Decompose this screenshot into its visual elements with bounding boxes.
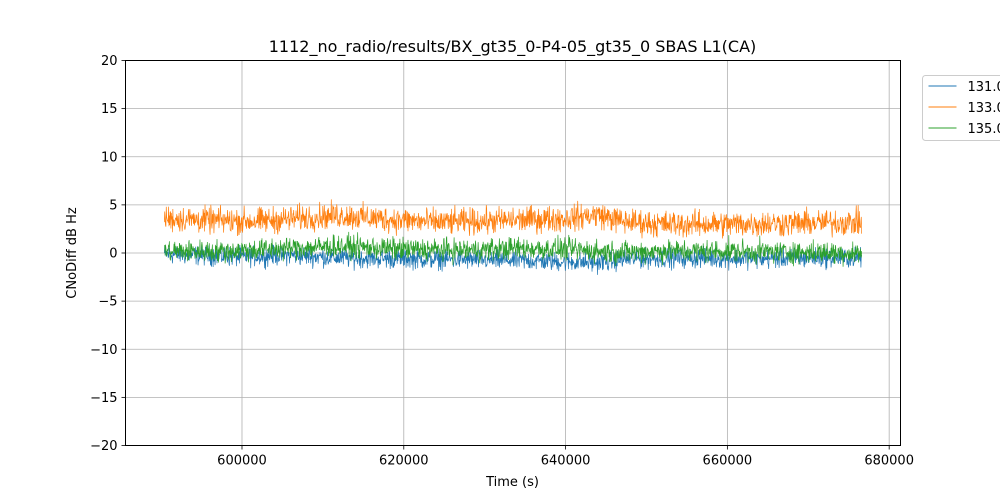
y-axis-label: CNoDiff dB Hz (65, 207, 80, 299)
x-tick-label: 600000 (217, 454, 267, 469)
x-tick-label: 660000 (703, 454, 753, 469)
series-line-135.0 (164, 231, 863, 267)
y-tick-label: 15 (101, 102, 118, 117)
series-layer (163, 199, 863, 275)
y-tick-label: 0 (109, 247, 117, 262)
y-tick-label: −15 (90, 391, 117, 406)
legend-frame (922, 75, 1000, 141)
series-line-133.0 (163, 199, 863, 239)
y-tick-label: −20 (90, 439, 117, 454)
y-tick-label: 5 (109, 198, 117, 213)
y-tick-label: −10 (90, 343, 117, 358)
x-tick-label: 680000 (864, 454, 914, 469)
x-axis-label: Time (s) (485, 475, 539, 490)
legend-label-133.0: 133.0 (968, 101, 1000, 116)
x-tick-label: 620000 (379, 454, 429, 469)
y-tick-label: 20 (101, 54, 118, 69)
legend: 131.0 133.0 135.0 (922, 75, 1000, 141)
y-tick-label: −5 (98, 295, 117, 310)
legend-label-131.0: 131.0 (968, 80, 1000, 95)
x-tick-label: 640000 (541, 454, 591, 469)
y-tick-label: 10 (101, 150, 118, 165)
legend-label-135.0: 135.0 (968, 122, 1000, 137)
chart-title: 1112_no_radio/results/BX_gt35_0-P4-05_gt… (269, 37, 757, 57)
tick-layer: 600000 620000 640000 660000 680000 −20 −15 −10 −… (90, 54, 914, 469)
